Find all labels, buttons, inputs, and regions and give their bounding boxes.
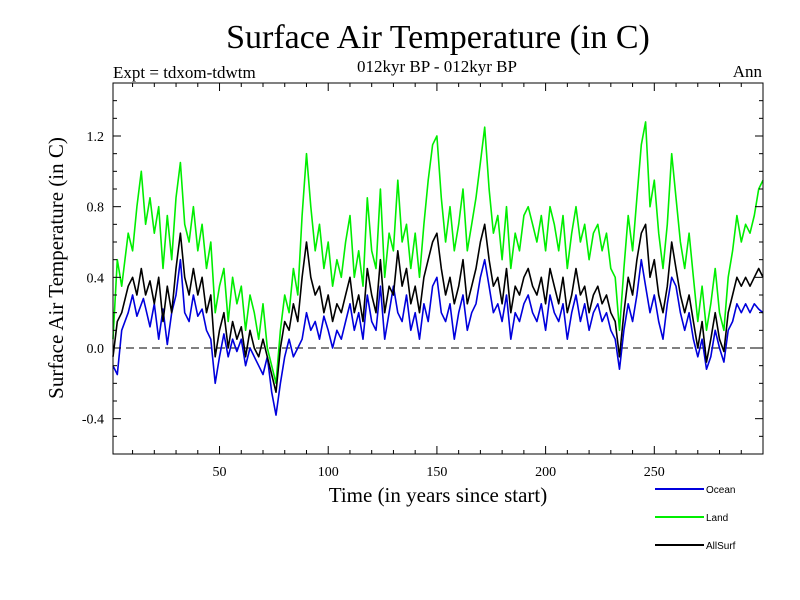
plot-frame bbox=[112, 82, 764, 455]
series-line-ocean bbox=[112, 258, 764, 416]
chart-title: Surface Air Temperature (in C) bbox=[226, 19, 650, 56]
x-tick-label: 100 bbox=[318, 465, 339, 480]
x-tick-label: 50 bbox=[213, 465, 227, 480]
y-tick-label: -0.4 bbox=[82, 413, 104, 428]
legend: Ocean Land AllSurf bbox=[655, 485, 736, 552]
y-tick-label: 0.0 bbox=[87, 342, 105, 357]
series-line-allsurf bbox=[112, 223, 764, 394]
x-tick-label: 150 bbox=[426, 465, 447, 480]
chart-subtitle: 012kyr BP - 012kyr BP bbox=[357, 57, 517, 76]
y-axis-label: Surface Air Temperature (in C) bbox=[44, 137, 68, 399]
x-tick-label: 250 bbox=[644, 465, 665, 480]
x-axis-label: Time (in years since start) bbox=[329, 483, 548, 507]
x-tick-label: 200 bbox=[535, 465, 556, 480]
legend-label-allsurf: AllSurf bbox=[706, 541, 736, 552]
legend-label-ocean: Ocean bbox=[706, 485, 735, 496]
legend-label-land: Land bbox=[706, 513, 728, 524]
experiment-label: Expt = tdxom-tdwtm bbox=[113, 63, 256, 82]
y-tick-label: 0.8 bbox=[87, 201, 105, 216]
season-label: Ann bbox=[733, 62, 763, 81]
y-tick-label: 0.4 bbox=[87, 271, 105, 286]
y-tick-label: 1.2 bbox=[87, 130, 105, 145]
axes: 50 100 150 200 250 -0.4 0.0 0.4 0.8 1.2 bbox=[82, 83, 764, 480]
series-line-land bbox=[112, 121, 764, 385]
plot-area bbox=[112, 121, 764, 416]
